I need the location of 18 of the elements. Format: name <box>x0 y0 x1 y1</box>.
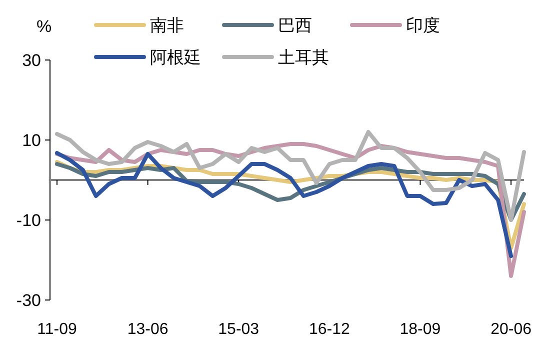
x-tick-label: 13-06 <box>127 321 168 338</box>
legend-label: 巴西 <box>278 16 312 35</box>
x-tick-label: 18-09 <box>400 321 441 338</box>
legend-label: 南非 <box>150 16 184 35</box>
y-tick-label: 30 <box>22 51 41 70</box>
y-tick-label: -30 <box>16 291 41 310</box>
y-axis-title: % <box>36 17 52 36</box>
line-series <box>55 151 514 258</box>
line-series <box>55 130 526 222</box>
y-tick-label: 10 <box>22 131 41 150</box>
x-tick-label: 11-09 <box>37 321 77 338</box>
legend-label: 土耳其 <box>278 48 329 67</box>
y-tick-label: -10 <box>16 211 41 230</box>
legend-label: 印度 <box>406 16 440 35</box>
x-tick-label: 20-06 <box>490 321 532 338</box>
legend-label: 阿根廷 <box>150 48 201 67</box>
x-tick-label: 15-03 <box>218 321 260 338</box>
x-tick-label: 16-12 <box>308 321 350 338</box>
